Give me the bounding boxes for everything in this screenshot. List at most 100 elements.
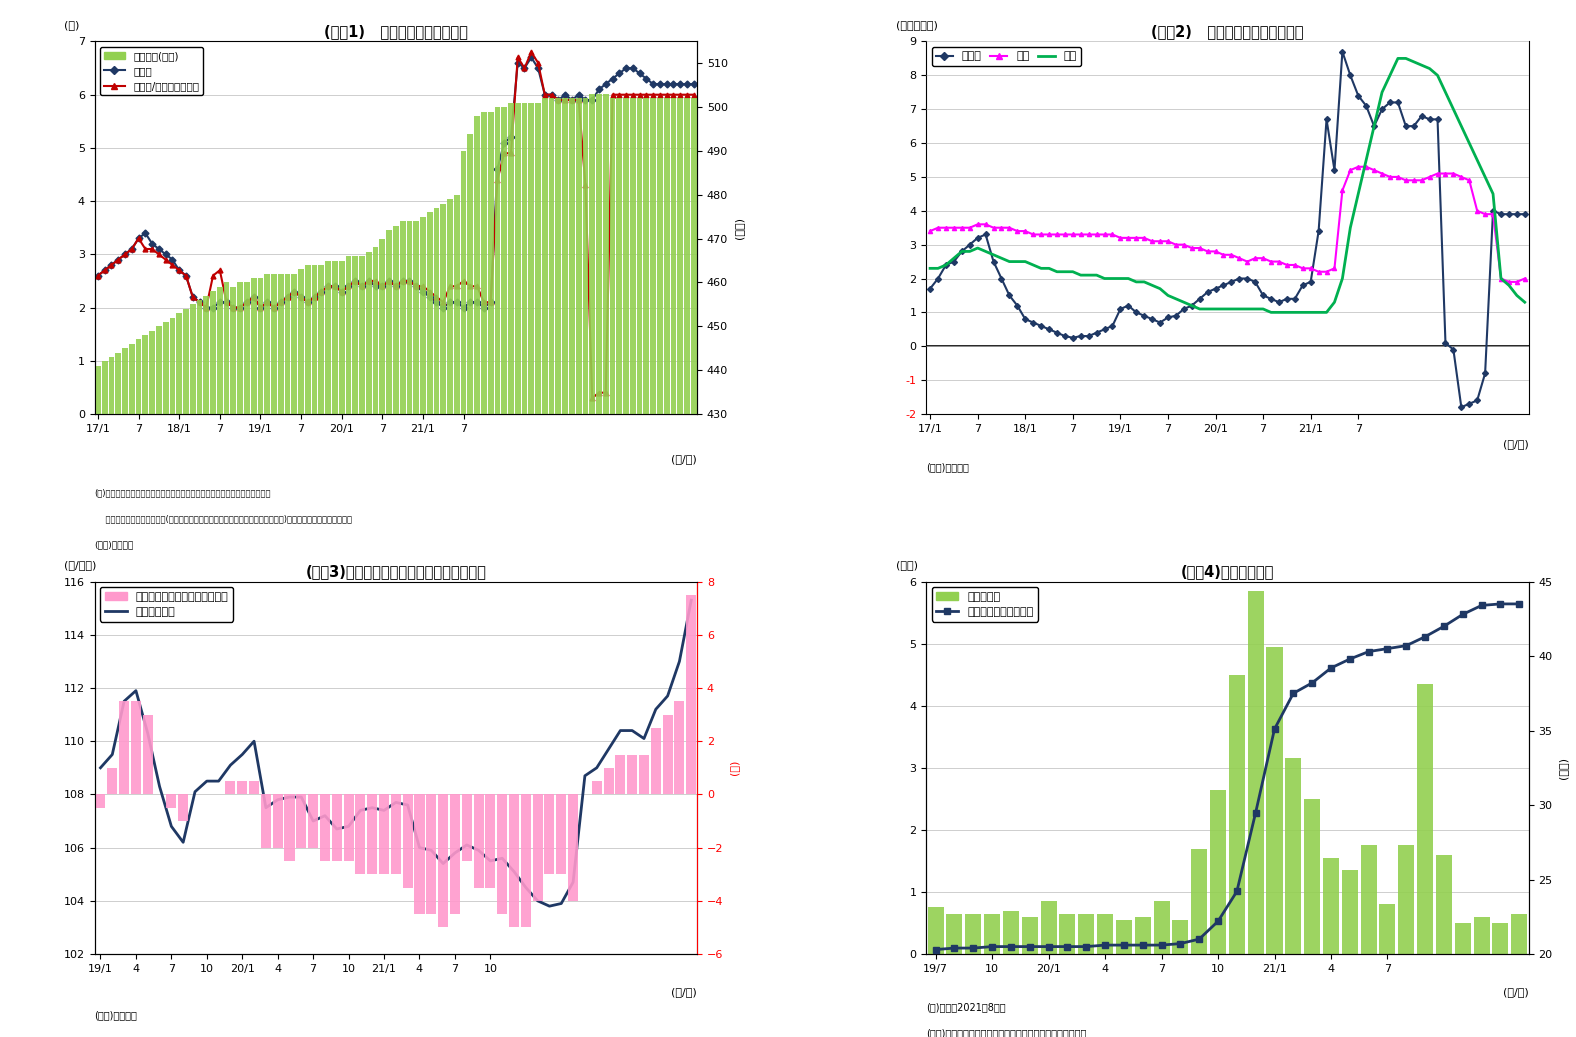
Bar: [495, 107, 500, 1037]
Bar: [509, 794, 519, 927]
Bar: [178, 794, 188, 821]
Bar: [575, 99, 582, 1037]
Text: (％): (％): [65, 21, 80, 30]
Bar: [651, 99, 656, 1037]
Bar: [1002, 910, 1018, 954]
Bar: [421, 217, 426, 1037]
Bar: [1417, 684, 1433, 954]
Bar: [528, 103, 534, 1037]
Bar: [544, 794, 555, 874]
Bar: [1021, 917, 1037, 954]
Bar: [678, 99, 682, 1037]
Bar: [1492, 923, 1508, 954]
Bar: [501, 107, 507, 1037]
Text: (注)直近は2021年8月分: (注)直近は2021年8月分: [927, 1003, 1005, 1012]
Bar: [468, 134, 473, 1037]
Bar: [333, 260, 337, 1037]
Bar: [273, 794, 282, 847]
Bar: [167, 794, 177, 808]
Title: (図表4)信用保証実績: (図表4)信用保証実績: [1180, 564, 1273, 579]
Bar: [1379, 904, 1395, 954]
Bar: [344, 794, 353, 861]
Text: (年/月): (年/月): [1504, 440, 1529, 449]
Bar: [555, 99, 561, 1037]
Bar: [460, 151, 466, 1037]
Bar: [1040, 901, 1056, 954]
Bar: [983, 914, 1001, 954]
Bar: [507, 103, 514, 1037]
Title: (図表3)ドル円レートの前年比（月次平均）: (図表3)ドル円レートの前年比（月次平均）: [306, 564, 487, 579]
Bar: [1116, 920, 1132, 954]
Title: (図表1)   銀行貸出残高の増減率: (図表1) 銀行貸出残高の増減率: [325, 24, 468, 39]
Bar: [136, 339, 142, 1037]
Bar: [1305, 798, 1321, 954]
Bar: [1210, 789, 1226, 954]
Bar: [203, 296, 210, 1037]
Bar: [1286, 758, 1302, 954]
Text: (年/月): (年/月): [1504, 987, 1529, 997]
Bar: [298, 270, 304, 1037]
Bar: [238, 282, 243, 1037]
Bar: [663, 99, 670, 1037]
Bar: [946, 914, 963, 954]
Bar: [325, 260, 331, 1037]
Bar: [123, 348, 128, 1037]
Bar: [109, 357, 115, 1037]
Bar: [391, 794, 400, 874]
Bar: [583, 99, 588, 1037]
Bar: [277, 274, 284, 1037]
Bar: [251, 278, 257, 1037]
Bar: [440, 203, 446, 1037]
Bar: [928, 907, 944, 954]
Bar: [1267, 647, 1283, 954]
Bar: [1474, 917, 1489, 954]
Bar: [189, 305, 195, 1037]
Bar: [1248, 591, 1264, 954]
Bar: [522, 103, 528, 1037]
Bar: [372, 248, 378, 1037]
Bar: [1436, 854, 1451, 954]
Bar: [448, 199, 452, 1037]
Bar: [359, 256, 366, 1037]
Bar: [1322, 858, 1340, 954]
Bar: [536, 103, 541, 1037]
Bar: [690, 99, 697, 1037]
Bar: [413, 221, 419, 1037]
Bar: [355, 794, 366, 874]
Bar: [1398, 845, 1414, 954]
Bar: [102, 361, 107, 1037]
Bar: [318, 265, 325, 1037]
Bar: [244, 282, 249, 1037]
Bar: [684, 99, 690, 1037]
Bar: [569, 99, 575, 1037]
Bar: [95, 366, 101, 1037]
Bar: [481, 112, 487, 1037]
Bar: [438, 794, 448, 927]
Bar: [520, 794, 531, 927]
Text: (年/月): (年/月): [671, 987, 697, 997]
Bar: [1511, 914, 1527, 954]
Bar: [426, 794, 437, 915]
Bar: [107, 767, 117, 794]
Bar: [378, 794, 389, 874]
Text: (円/ドル): (円/ドル): [65, 560, 96, 570]
Bar: [610, 99, 615, 1037]
Bar: [591, 781, 602, 794]
Bar: [333, 794, 342, 861]
Bar: [589, 94, 596, 1037]
Bar: [473, 794, 484, 888]
Bar: [285, 794, 295, 861]
Bar: [462, 794, 471, 861]
Bar: [623, 99, 629, 1037]
Bar: [662, 714, 673, 794]
Bar: [965, 914, 982, 954]
Text: (資料)全国信用保証協会連合会よりニッセイ基礎研究所作成: (資料)全国信用保証協会連合会よりニッセイ基礎研究所作成: [927, 1029, 1086, 1037]
Text: (資料)日本銀行: (資料)日本銀行: [95, 540, 134, 550]
Bar: [400, 221, 405, 1037]
Bar: [129, 344, 134, 1037]
Bar: [627, 755, 637, 794]
Bar: [604, 94, 608, 1037]
Bar: [150, 331, 154, 1037]
Bar: [615, 755, 626, 794]
Bar: [1154, 901, 1169, 954]
